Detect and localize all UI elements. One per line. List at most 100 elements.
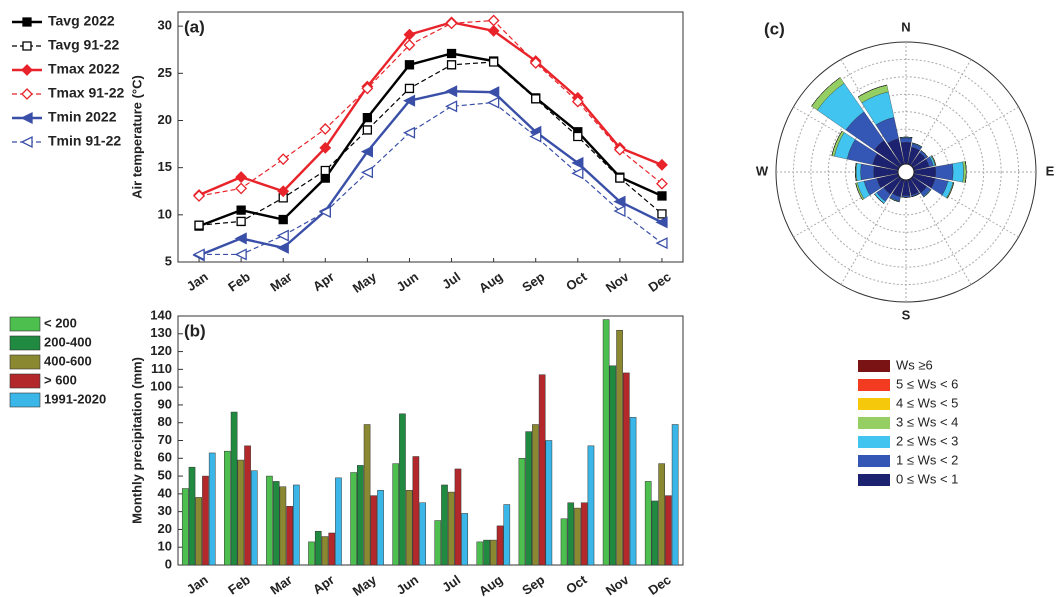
y-tick-label: 50: [158, 468, 172, 483]
marker: [657, 209, 667, 219]
x-tick-label: Apr: [310, 572, 337, 597]
x-tick-label: May: [350, 572, 380, 597]
bar: [434, 520, 442, 566]
x-tick-label: Jan: [184, 269, 211, 294]
bar: [461, 513, 469, 566]
x-tick-label: Nov: [603, 572, 632, 597]
marker: [21, 88, 33, 100]
bar: [244, 445, 251, 566]
bar: [321, 536, 329, 566]
bar: [399, 413, 406, 566]
marker: [571, 167, 584, 180]
bar: [622, 372, 630, 566]
marker: [571, 156, 584, 169]
x-tick-label: May: [350, 269, 380, 296]
legend-swatch: [858, 379, 890, 391]
rose-wedge: [935, 163, 954, 181]
x-tick-label: Dec: [646, 572, 674, 597]
legend-label: > 600: [44, 372, 77, 387]
legend-swatch: [858, 360, 890, 372]
marker: [487, 86, 500, 99]
bar: [335, 477, 342, 566]
marker: [360, 166, 374, 179]
bar: [208, 452, 216, 566]
x-tick-label: Jul: [439, 269, 463, 292]
bar: [671, 424, 679, 566]
x-tick-label: Apr: [310, 269, 337, 294]
spoke: [909, 178, 972, 285]
radial-grid: [810, 76, 1002, 268]
bar: [350, 472, 357, 566]
legend-label: Tavg 2022: [48, 13, 115, 29]
rose-wedge: [965, 161, 967, 183]
bar: [224, 450, 231, 566]
bar: [188, 466, 196, 566]
legend-label: 0 ≤ Ws < 1: [896, 471, 958, 486]
legend-swatch: [858, 417, 890, 429]
series-line: [198, 21, 663, 197]
bar: [419, 502, 426, 566]
rose-wedge: [889, 197, 900, 203]
y-tick-label: 20: [158, 112, 172, 127]
x-tick-label: Jun: [394, 269, 422, 295]
y-tick-label: 120: [150, 343, 172, 358]
x-tick-label: Nov: [603, 269, 632, 296]
x-tick-label: Mar: [267, 269, 295, 295]
marker: [362, 125, 373, 135]
y-tick-label: 80: [158, 414, 172, 429]
rose-wedge: [857, 84, 887, 98]
marker: [531, 94, 541, 104]
marker: [194, 220, 204, 230]
panel-label: (b): [184, 321, 206, 340]
legend-swatch: [858, 398, 890, 410]
x-tick-label: Feb: [225, 269, 253, 295]
compass-label: N: [901, 19, 910, 34]
bar: [363, 424, 371, 566]
rose-wedge: [874, 193, 885, 204]
series-line: [198, 19, 663, 197]
bar: [454, 468, 462, 566]
y-tick-label: 0: [165, 556, 172, 571]
marker: [320, 165, 330, 176]
y-tick-label: 60: [158, 450, 172, 465]
legend-swatch: [9, 335, 41, 351]
y-axis-label: Monthly precipitation (mm): [129, 357, 144, 524]
marker: [404, 83, 415, 94]
marker: [234, 232, 247, 245]
bar: [609, 365, 617, 566]
bar: [392, 463, 400, 566]
marker: [487, 24, 500, 37]
series-line: [198, 61, 663, 226]
bar: [567, 502, 575, 566]
y-tick-label: 30: [158, 503, 172, 518]
marker: [235, 171, 248, 184]
compass-label: W: [756, 163, 769, 178]
legend-label: Tavg 91-22: [48, 37, 120, 53]
y-tick-label: 5: [165, 253, 172, 268]
marker: [277, 185, 290, 198]
x-tick-label: Jun: [394, 572, 422, 597]
marker: [445, 100, 458, 113]
legend-label: 2 ≤ Ws < 3: [896, 433, 958, 448]
marker: [613, 143, 626, 156]
marker: [657, 191, 667, 201]
marker: [318, 205, 331, 219]
y-tick-label: 30: [158, 18, 172, 33]
legend-swatch: [9, 316, 41, 332]
bar: [293, 484, 300, 566]
x-tick-label: Mar: [267, 572, 295, 597]
bar: [587, 445, 595, 566]
legend-swatch: [858, 474, 890, 486]
bar: [602, 319, 610, 566]
marker: [235, 182, 248, 195]
rose-hole: [897, 163, 915, 181]
marker: [361, 82, 374, 95]
marker: [404, 60, 415, 70]
bar: [476, 541, 484, 566]
marker: [276, 229, 289, 242]
bar: [447, 491, 455, 566]
marker: [319, 123, 332, 135]
marker: [487, 96, 500, 109]
y-tick-label: 90: [158, 396, 172, 411]
bar: [237, 459, 245, 566]
